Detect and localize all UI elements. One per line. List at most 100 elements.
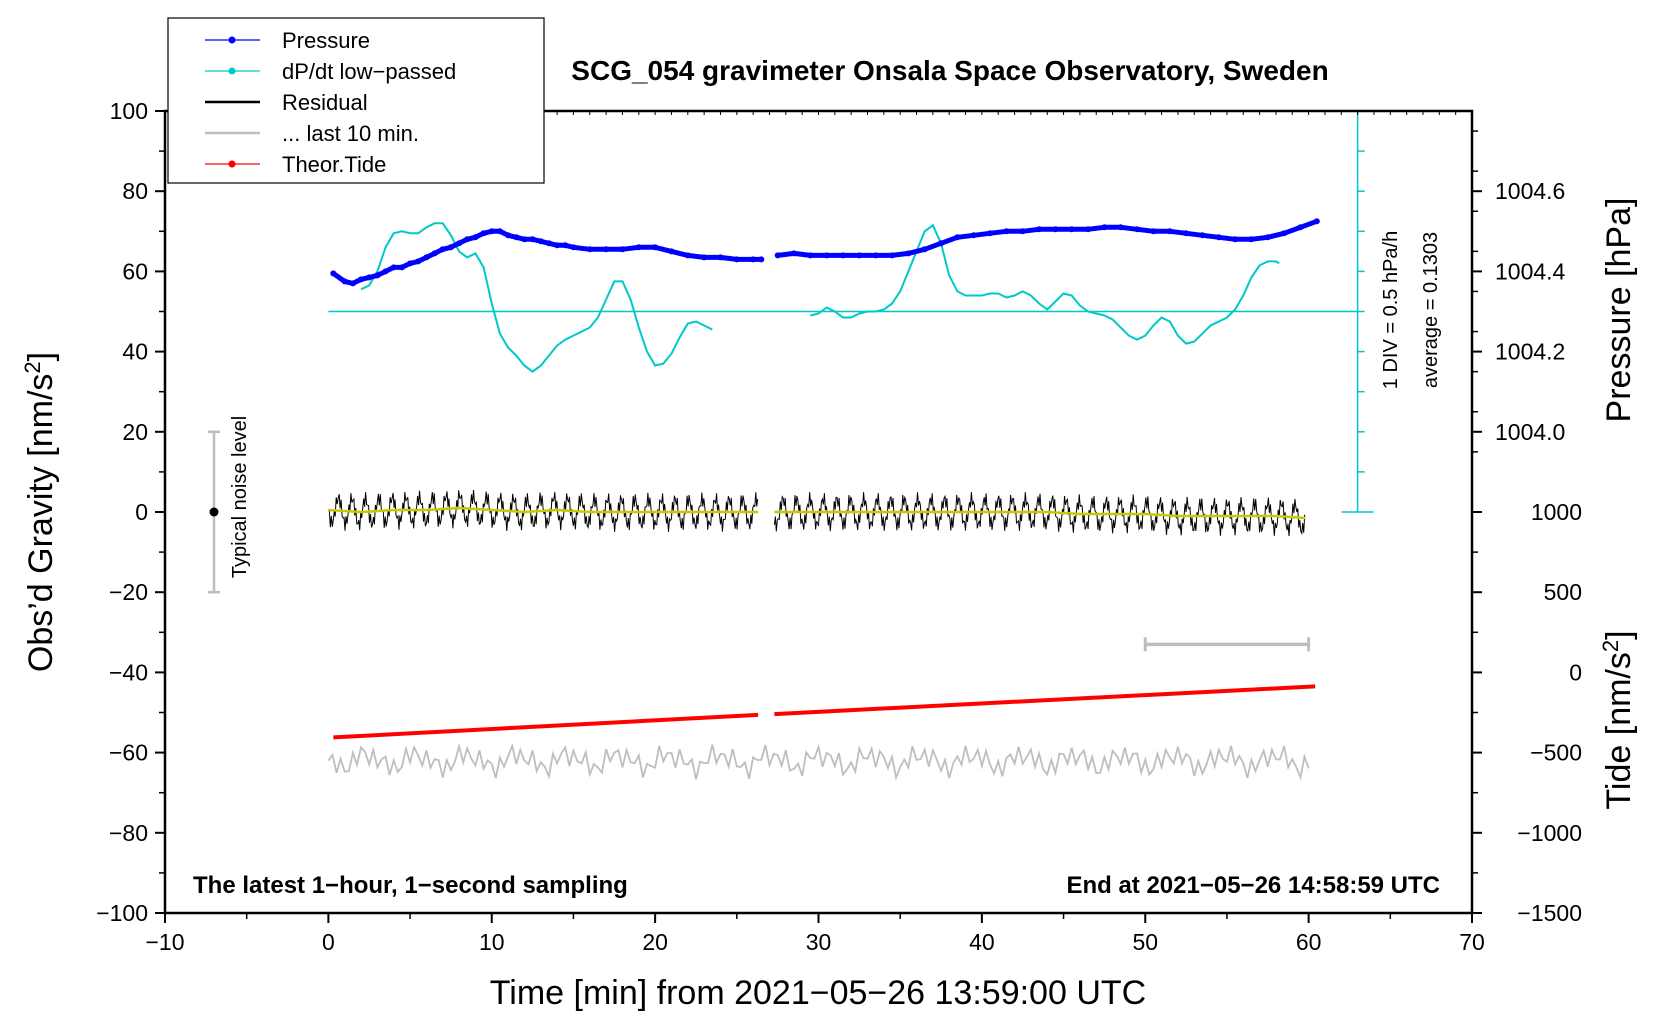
tide-tick-label: 1000 xyxy=(1531,499,1582,525)
pressure-point xyxy=(717,254,724,261)
pressure-point xyxy=(1101,224,1108,231)
legend-label: ... last 10 min. xyxy=(282,121,419,146)
plot-series xyxy=(208,110,1374,781)
dpdt-line xyxy=(810,223,1280,345)
pressure-point xyxy=(513,234,520,241)
pressure-point xyxy=(431,250,438,257)
pressure-point xyxy=(1281,230,1288,237)
pressure-point xyxy=(668,248,675,255)
pressure-point xyxy=(1134,226,1141,233)
pressure-point xyxy=(1199,232,1206,239)
pressure-line xyxy=(777,218,1318,258)
legend: Pressure dP/dt low−passed Residual ... last… xyxy=(167,17,545,184)
pressure-point xyxy=(1264,234,1271,241)
x-tick-label: 20 xyxy=(642,929,668,955)
y-left-tick-label: 0 xyxy=(135,499,148,525)
y-axis-title-pressure: Pressure [hPa] xyxy=(1600,198,1638,423)
pressure-point xyxy=(586,246,593,253)
legend-label: dP/dt low−passed xyxy=(282,59,456,84)
pressure-point xyxy=(823,252,830,259)
pressure-point xyxy=(1085,226,1092,233)
pressure-point xyxy=(840,252,846,259)
pressure-point xyxy=(374,272,381,279)
pressure-tick-label: 1004.2 xyxy=(1495,339,1565,365)
pressure-point xyxy=(889,252,895,259)
y-axis-title-tide-sup: 2 xyxy=(1598,640,1623,652)
pressure-point xyxy=(1052,226,1059,233)
pressure-point xyxy=(415,258,422,265)
pressure-point xyxy=(1003,228,1010,235)
pressure-point xyxy=(921,246,928,253)
y-left-tick-label: −80 xyxy=(109,820,148,846)
y-axis-title-left-end: ] xyxy=(22,352,60,361)
pressure-point xyxy=(407,260,414,267)
legend-label: Residual xyxy=(282,90,368,115)
x-tick-label: −10 xyxy=(145,929,184,955)
pressure-point xyxy=(1036,226,1043,233)
residual-line xyxy=(773,492,1306,537)
right-note: End at 2021−05−26 14:58:59 UTC xyxy=(1066,872,1440,899)
x-tick-label: 60 xyxy=(1296,929,1322,955)
pressure-point xyxy=(1297,224,1304,231)
pressure-point xyxy=(1313,218,1320,225)
pressure-point xyxy=(652,244,659,251)
x-axis-title: Time [min] from 2021−05−26 13:59:00 UTC xyxy=(490,974,1146,1012)
chart-title: SCG_054 gravimeter Onsala Space Observat… xyxy=(571,55,1328,86)
tide-line xyxy=(774,684,1316,717)
pressure-point xyxy=(358,276,364,283)
pressure-point xyxy=(856,252,863,259)
x-tick-label: 50 xyxy=(1132,929,1158,955)
pressure-point xyxy=(447,244,454,251)
y-left-tick-label: −60 xyxy=(109,740,148,766)
plot-axes: −10 0 10 20 30 40 50 60 70100806040200−20−40−60−… xyxy=(96,98,1582,955)
y-axis-title-left: Obs’d Gravity [nm/s2] xyxy=(20,352,60,672)
y-left-tick-label: 40 xyxy=(122,339,148,365)
y-left-tick-label: −20 xyxy=(109,579,148,605)
x-tick-label: 70 xyxy=(1459,929,1485,955)
y-left-tick-label: 100 xyxy=(110,98,148,124)
pressure-point xyxy=(480,230,487,237)
noise-bar-center xyxy=(209,507,219,517)
pressure-point xyxy=(1248,236,1255,243)
pressure-point xyxy=(954,234,961,241)
pressure-tick-label: 1004.4 xyxy=(1495,258,1566,284)
pressure-point xyxy=(905,250,912,257)
pressure-point xyxy=(496,228,503,235)
y-left-tick-label: −40 xyxy=(109,659,148,685)
legend-label: Theor.Tide xyxy=(282,152,386,177)
y-left-tick-label: 60 xyxy=(122,258,148,284)
legend-marker xyxy=(228,36,236,44)
pressure-point xyxy=(1232,236,1239,243)
pressure-point xyxy=(472,234,479,241)
pressure-point xyxy=(1183,230,1190,237)
pressure-point xyxy=(791,250,797,257)
pressure-point xyxy=(505,232,512,239)
pressure-point xyxy=(970,232,977,239)
pressure-point xyxy=(684,252,691,259)
pressure-point xyxy=(872,252,879,259)
pressure-point xyxy=(529,236,536,243)
pressure-point xyxy=(464,236,471,243)
x-tick-label: 10 xyxy=(479,929,505,955)
legend-box xyxy=(167,17,545,184)
tide-tick-label: −1000 xyxy=(1517,820,1582,846)
pressure-point xyxy=(398,264,405,271)
pressure-point xyxy=(521,236,528,243)
y-axis-title-tide-end: ] xyxy=(1600,630,1638,639)
tide-line xyxy=(333,712,759,740)
plot-frame xyxy=(163,109,1474,915)
average-label: average = 0.1303 xyxy=(1420,232,1442,388)
pressure-point xyxy=(366,274,373,281)
tide-tick-label: −500 xyxy=(1530,740,1582,766)
pressure-point xyxy=(390,264,397,271)
pressure-point xyxy=(382,268,389,275)
y-axis-title-left-text: Obs’d Gravity [nm/s xyxy=(22,374,60,673)
pressure-point xyxy=(330,270,337,277)
dpdt-line xyxy=(360,222,713,373)
residual-smoothed-line xyxy=(328,506,759,514)
pressure-point xyxy=(619,246,626,253)
pressure-point xyxy=(733,256,740,263)
last10-line xyxy=(327,742,1310,781)
y-left-tick-label: −100 xyxy=(96,900,148,926)
